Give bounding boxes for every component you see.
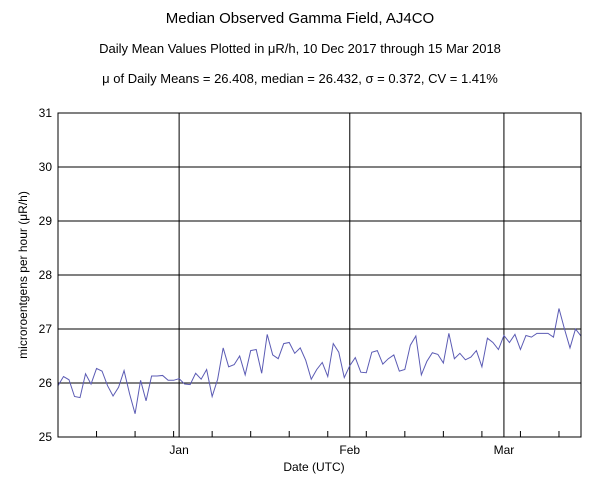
chart-stats-line: μ of Daily Means = 26.408, median = 26.4…	[102, 71, 498, 86]
axis-ticks	[57, 431, 560, 437]
y-tick-label: 27	[39, 322, 53, 336]
series-line	[57, 308, 582, 414]
y-tick-label: 31	[39, 106, 53, 120]
y-tick-label: 30	[39, 160, 53, 174]
x-tick-label: Feb	[339, 443, 360, 457]
x-axis-title: Date (UTC)	[283, 460, 344, 474]
y-tick-label: 28	[39, 268, 53, 282]
x-tick-label: Mar	[494, 443, 515, 457]
x-axis-tick-labels: Jan Feb Mar	[169, 443, 514, 457]
x-tick-label: Jan	[169, 443, 188, 457]
y-tick-label: 26	[39, 376, 53, 390]
grid-lines	[58, 113, 581, 437]
chart-title: Median Observed Gamma Field, AJ4CO	[165, 10, 435, 27]
y-tick-label: 29	[39, 214, 53, 228]
y-axis-tick-labels: 25 26 27 28 29 30 31	[39, 106, 53, 444]
series-layer	[57, 308, 582, 414]
chart-subtitle: Daily Mean Values Plotted in μR/h, 10 De…	[99, 41, 501, 56]
plot-frame	[57, 112, 582, 438]
y-axis-title: microroentgens per hour (μR/h)	[16, 191, 30, 359]
y-tick-label: 25	[39, 430, 53, 444]
